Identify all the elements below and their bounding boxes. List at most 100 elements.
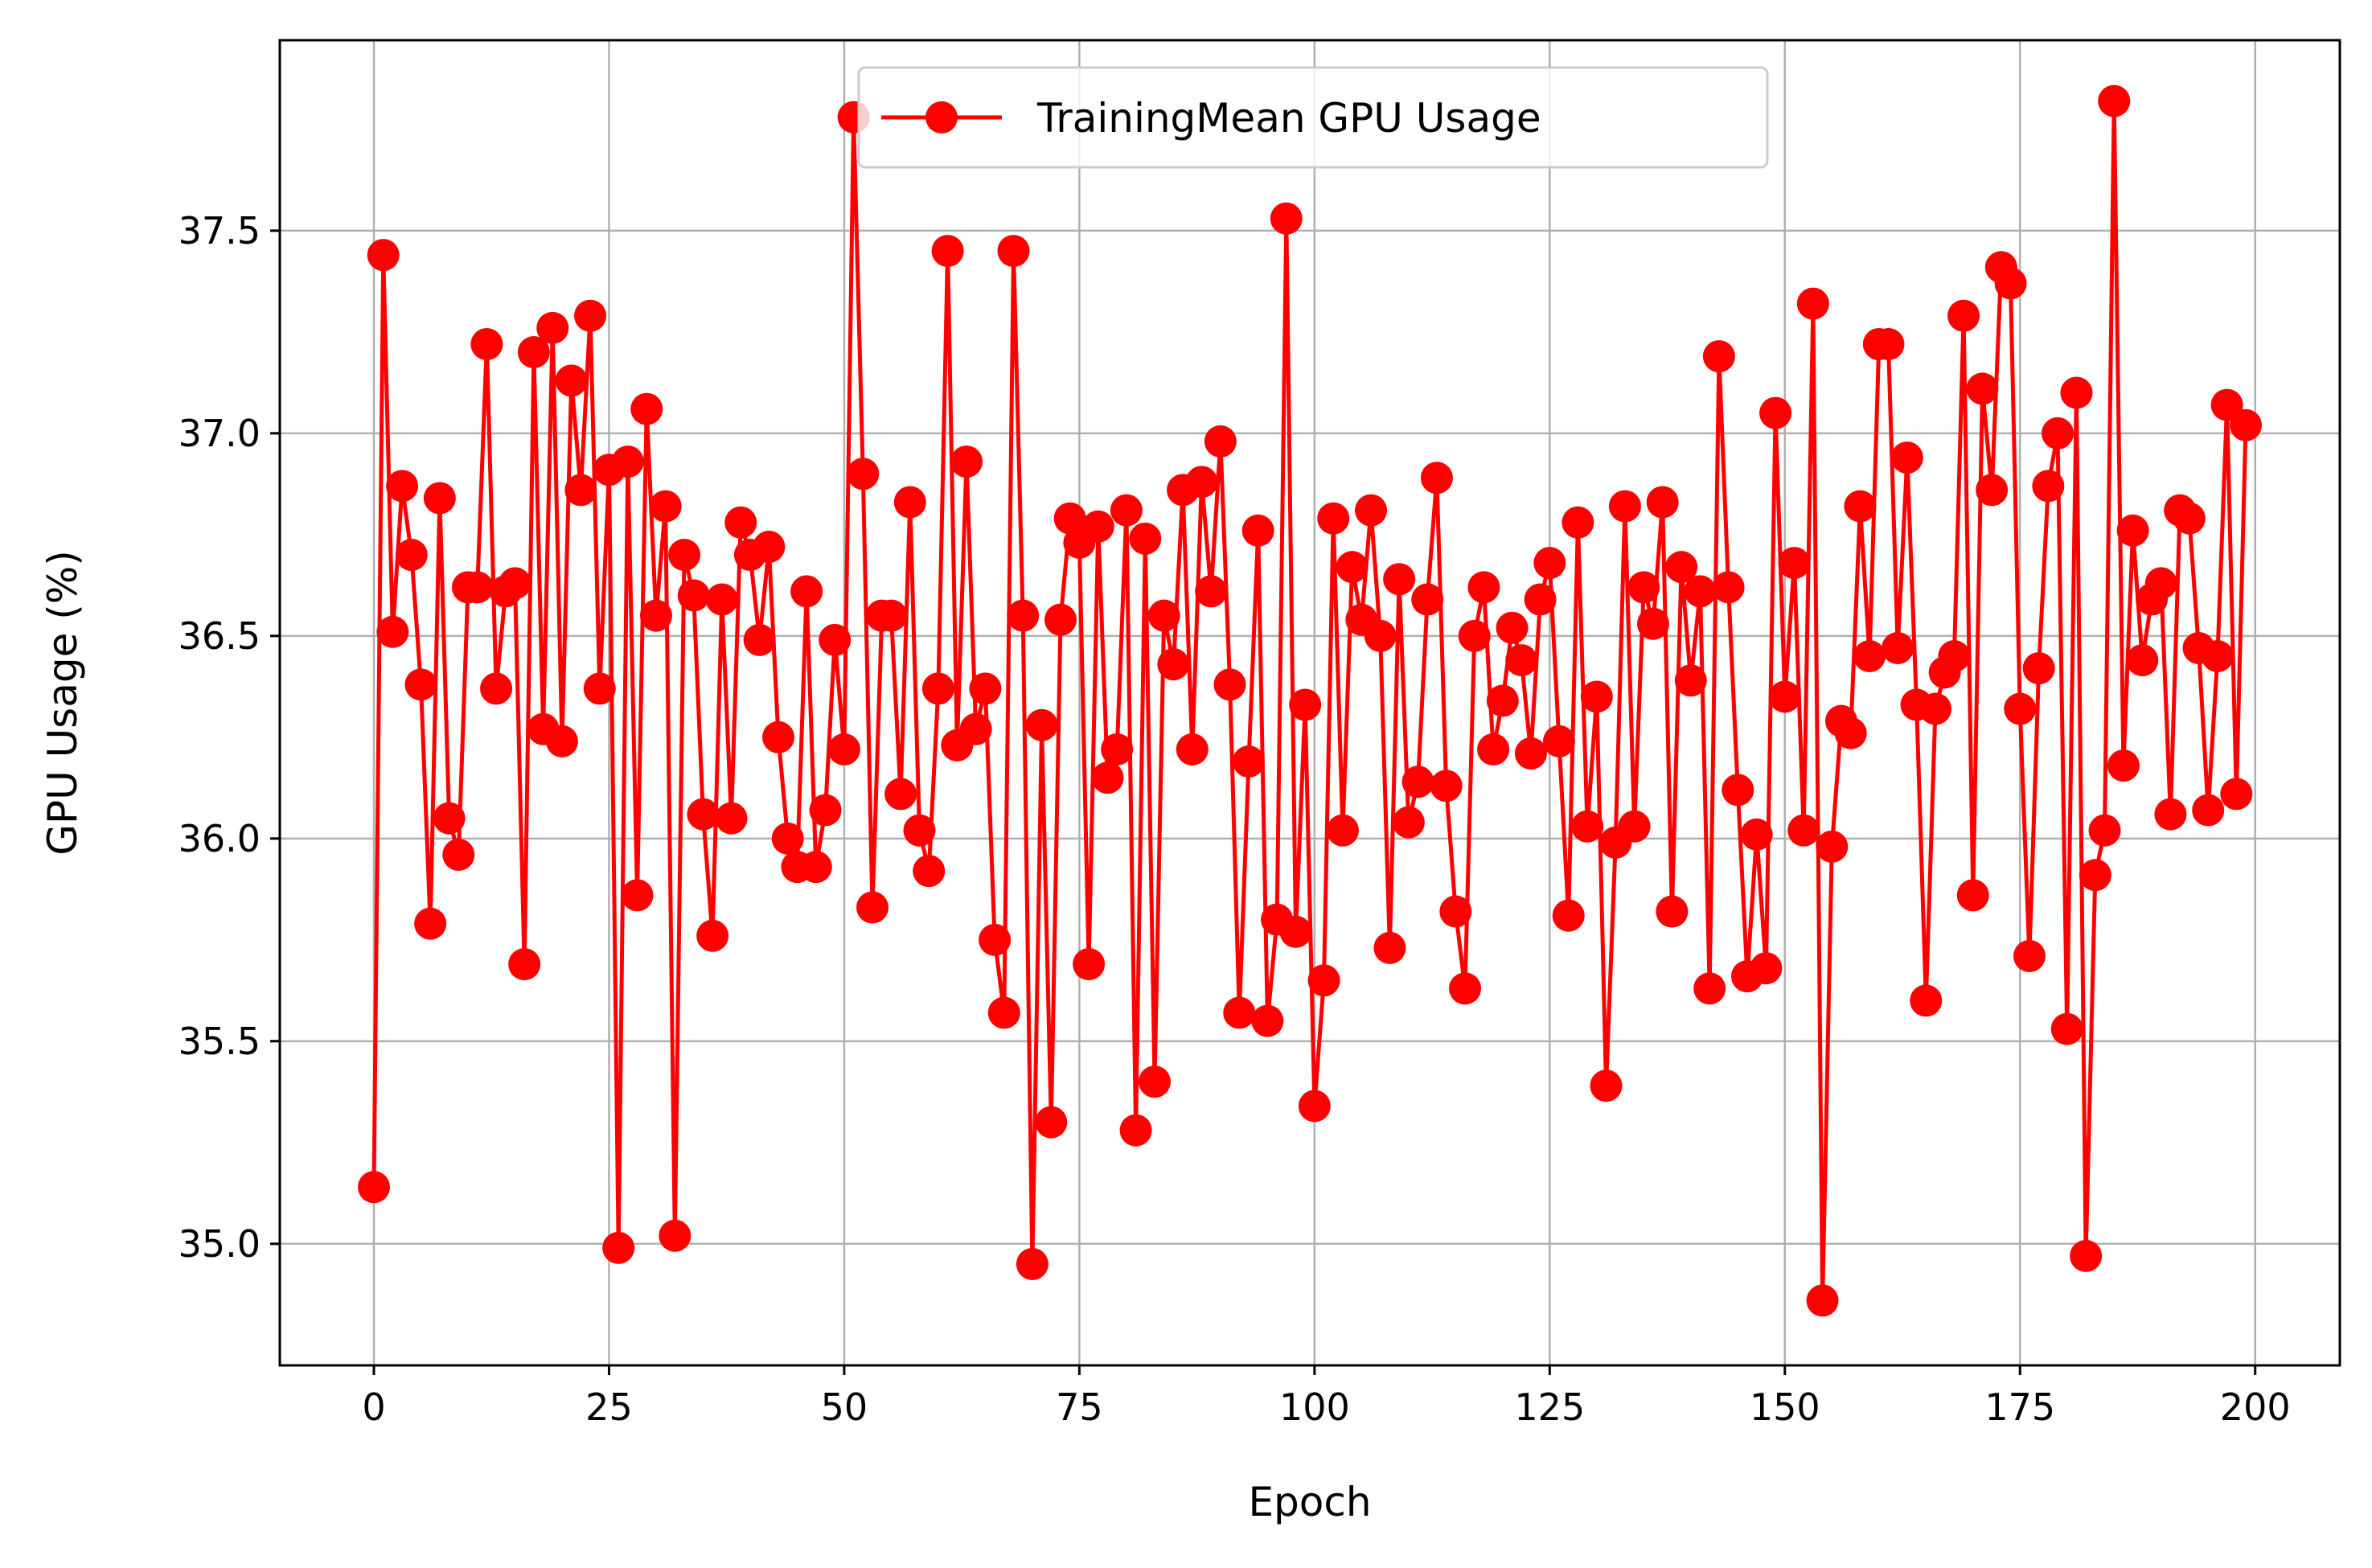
data-point bbox=[1674, 664, 1707, 697]
data-point bbox=[1035, 1106, 1068, 1139]
y-tick-label-5: 37.5 bbox=[179, 209, 261, 252]
data-point bbox=[1571, 810, 1604, 843]
x-tick-label-7: 175 bbox=[1984, 1385, 2055, 1429]
data-point bbox=[1947, 299, 1980, 332]
data-point bbox=[687, 798, 720, 831]
data-point bbox=[1646, 486, 1679, 519]
data-point bbox=[1449, 972, 1482, 1005]
data-point bbox=[2144, 567, 2177, 600]
legend-marker bbox=[925, 101, 958, 133]
data-point bbox=[545, 724, 578, 757]
data-point bbox=[1204, 425, 1237, 458]
data-point bbox=[2107, 749, 2140, 782]
data-point bbox=[1956, 879, 1989, 912]
data-point bbox=[461, 571, 494, 604]
data-point bbox=[1637, 607, 1669, 640]
data-point bbox=[2230, 408, 2263, 441]
data-point bbox=[611, 445, 644, 478]
data-point bbox=[1976, 474, 2009, 507]
data-point bbox=[875, 599, 908, 632]
data-point bbox=[1025, 708, 1058, 741]
data-point bbox=[1289, 688, 1322, 721]
data-point bbox=[621, 879, 654, 912]
x-tick-label-3: 75 bbox=[1056, 1385, 1103, 1429]
data-point bbox=[2042, 417, 2074, 449]
data-point bbox=[1110, 494, 1143, 527]
data-point bbox=[1872, 327, 1905, 360]
data-point bbox=[1496, 611, 1529, 644]
data-point bbox=[969, 672, 1002, 705]
data-point bbox=[1279, 915, 1312, 948]
data-point bbox=[649, 490, 682, 523]
data-point bbox=[1684, 575, 1717, 608]
data-point bbox=[1251, 1004, 1284, 1037]
data-point bbox=[1580, 680, 1613, 713]
data-point bbox=[376, 615, 409, 648]
data-point bbox=[1007, 599, 1040, 632]
data-point bbox=[499, 567, 531, 600]
data-point bbox=[1816, 830, 1849, 863]
data-point bbox=[1129, 522, 1162, 555]
data-point bbox=[884, 778, 917, 811]
x-tick-label-0: 0 bbox=[362, 1385, 385, 1429]
data-point bbox=[1241, 514, 1274, 547]
data-point bbox=[1806, 1284, 1839, 1317]
data-point bbox=[1853, 640, 1886, 673]
data-point bbox=[1467, 571, 1500, 604]
data-point bbox=[1618, 810, 1651, 843]
data-point bbox=[1307, 964, 1340, 997]
data-point bbox=[1185, 466, 1218, 499]
data-point bbox=[367, 239, 400, 272]
data-point bbox=[1890, 441, 1923, 474]
y-tick-label-0: 35.0 bbox=[179, 1222, 261, 1266]
data-point bbox=[602, 1231, 635, 1264]
data-point bbox=[1514, 737, 1547, 770]
data-point bbox=[1053, 502, 1086, 535]
data-point bbox=[2032, 470, 2065, 503]
data-point bbox=[1919, 692, 1951, 725]
data-point bbox=[827, 733, 860, 766]
data-point bbox=[959, 712, 992, 745]
data-point bbox=[2192, 794, 2225, 827]
data-point bbox=[555, 364, 588, 397]
data-point bbox=[2004, 692, 2037, 725]
data-point bbox=[1401, 766, 1434, 798]
data-point bbox=[1091, 761, 1124, 794]
data-point bbox=[1364, 619, 1397, 652]
x-axis-label: Epoch bbox=[1248, 1479, 1371, 1525]
data-point bbox=[423, 482, 456, 515]
data-point bbox=[1223, 996, 1256, 1029]
data-point bbox=[2210, 388, 2243, 421]
data-point bbox=[2201, 640, 2234, 673]
data-point bbox=[508, 948, 541, 981]
data-point bbox=[1561, 506, 1594, 539]
data-point bbox=[1073, 948, 1106, 981]
x-tick-label-4: 100 bbox=[1279, 1385, 1350, 1429]
legend-entry-label: TrainingMean GPU Usage bbox=[1036, 95, 1541, 142]
data-point bbox=[404, 668, 437, 701]
data-point bbox=[1411, 583, 1444, 616]
y-tick-label-1: 35.5 bbox=[179, 1020, 261, 1063]
data-point bbox=[564, 474, 597, 507]
data-point bbox=[659, 1219, 691, 1252]
data-point bbox=[1787, 814, 1820, 847]
data-point bbox=[1712, 571, 1745, 604]
data-point bbox=[1157, 648, 1190, 681]
data-point bbox=[677, 579, 710, 612]
y-axis-label: GPU Usage (%) bbox=[39, 550, 86, 856]
data-point bbox=[950, 445, 983, 478]
data-point bbox=[386, 470, 419, 503]
data-point bbox=[1355, 494, 1388, 527]
data-point bbox=[357, 1171, 390, 1204]
data-point bbox=[442, 838, 475, 871]
data-point bbox=[2173, 502, 2206, 535]
data-point bbox=[2116, 514, 2149, 547]
data-point bbox=[2050, 1012, 2083, 1045]
data-point bbox=[1966, 372, 1999, 405]
data-point bbox=[1552, 899, 1585, 932]
data-point bbox=[1740, 818, 1773, 851]
data-point bbox=[903, 814, 936, 847]
data-point bbox=[2013, 939, 2046, 972]
x-tick-label-1: 25 bbox=[585, 1385, 633, 1429]
data-point bbox=[1590, 1069, 1623, 1102]
